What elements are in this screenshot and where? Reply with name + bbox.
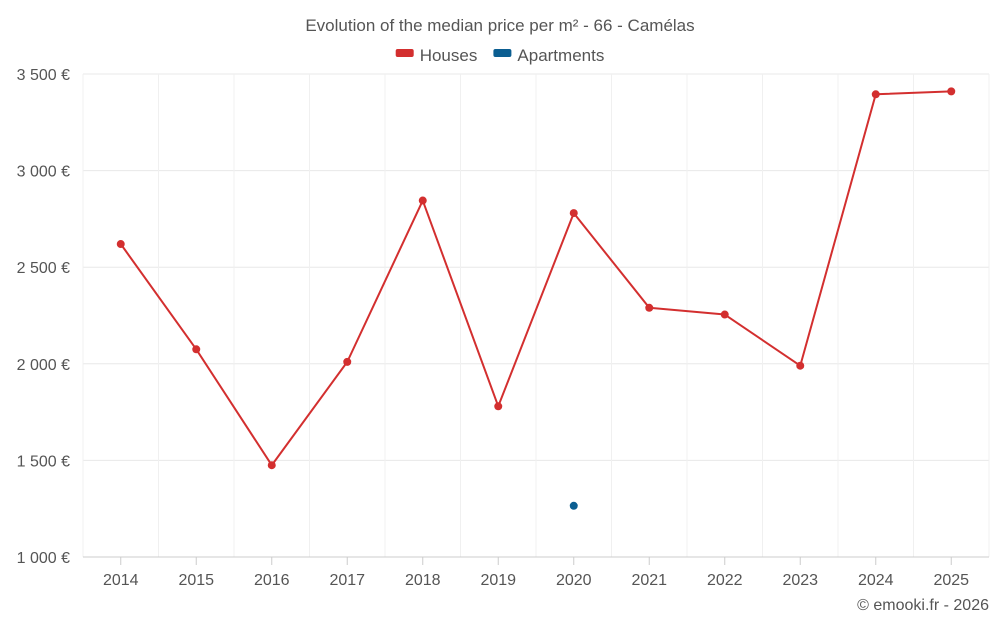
data-point-houses-2022	[720, 310, 729, 319]
x-tick-label: 2022	[707, 572, 743, 589]
data-point-houses-2024	[871, 90, 880, 99]
legend-swatch	[493, 49, 512, 57]
data-point-houses-2023	[796, 361, 805, 370]
series-apartments	[569, 501, 578, 510]
legend-label: Houses	[420, 46, 478, 65]
legend-item-houses: Houses	[395, 46, 478, 65]
x-tick-label: 2025	[933, 572, 969, 589]
y-tick-label: 1 000 €	[17, 550, 70, 567]
legend-item-apartments: Apartments	[493, 46, 604, 65]
data-point-houses-2017	[343, 357, 352, 366]
y-tick-label: 2 500 €	[17, 260, 70, 277]
x-tick-label: 2023	[782, 572, 818, 589]
x-tick-label: 2019	[480, 572, 516, 589]
data-point-houses-2021	[645, 303, 654, 312]
x-tick-label: 2024	[858, 572, 894, 589]
x-axis: 2014 2015 2016 2017 2018 2019 2020 2021 2022 2023…	[83, 556, 989, 589]
x-tick-label: 2015	[178, 572, 214, 589]
series-line-houses	[119, 90, 952, 467]
x-tick-label: 2016	[254, 572, 290, 589]
data-point-apartments-2020	[569, 501, 578, 510]
data-point-houses-2016	[267, 461, 276, 470]
x-tick-label: 2018	[405, 572, 441, 589]
series-layer	[116, 87, 956, 510]
y-axis: 1 000 € 1 500 € 2 000 € 2 500 € 3 000 € 3 500…	[17, 67, 70, 567]
x-tick-label: 2017	[329, 572, 365, 589]
data-point-houses-2015	[192, 345, 201, 354]
credit-text: © emooki.fr - 2026	[857, 597, 989, 614]
data-point-houses-2020	[569, 209, 578, 218]
legend: Houses Apartments	[395, 46, 604, 65]
chart-title: Evolution of the median price per m² - 6…	[305, 16, 694, 35]
data-point-houses-2014	[116, 240, 125, 249]
series-houses	[116, 87, 956, 470]
grid	[82, 73, 990, 558]
data-point-houses-2019	[494, 402, 503, 411]
y-tick-label: 3 000 €	[17, 164, 70, 181]
legend-label: Apartments	[517, 46, 604, 65]
x-tick-label: 2020	[556, 572, 592, 589]
legend-swatch	[395, 49, 414, 57]
x-tick-label: 2021	[631, 572, 667, 589]
y-tick-label: 2 000 €	[17, 357, 70, 374]
data-point-houses-2018	[418, 196, 427, 205]
y-tick-label: 3 500 €	[17, 67, 70, 84]
data-point-houses-2025	[947, 87, 956, 96]
y-tick-label: 1 500 €	[17, 453, 70, 470]
x-tick-label: 2014	[103, 572, 139, 589]
